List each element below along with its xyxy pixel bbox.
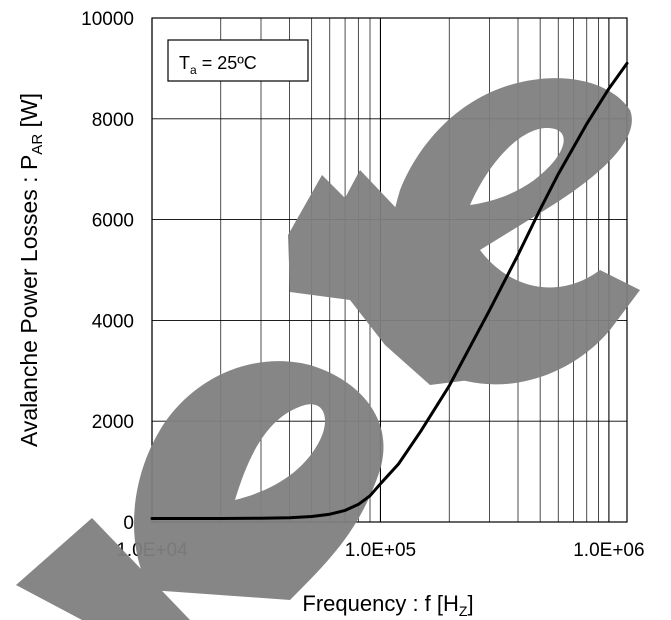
plot-frame bbox=[151, 17, 628, 523]
y-tick-label: 8000 bbox=[92, 110, 134, 131]
y-tick-label: 10000 bbox=[81, 9, 134, 30]
y-tick-label: 2000 bbox=[92, 412, 134, 433]
annotation-text: Ta = 25ºC bbox=[179, 53, 257, 77]
y-tick-label: 4000 bbox=[92, 311, 134, 332]
x-tick-label: 1.0E+06 bbox=[573, 540, 644, 561]
y-tick-labels: 0 2000 4000 6000 8000 10000 bbox=[81, 9, 134, 534]
legend-box: Ta = 25ºC bbox=[167, 39, 309, 82]
watermark-letter-l bbox=[16, 518, 190, 620]
watermark-letter-e2 bbox=[386, 78, 640, 385]
y-tick-label: 6000 bbox=[92, 211, 134, 232]
y-axis-label: Avalanche Power Losses : PAR [W] bbox=[16, 93, 46, 447]
y-tick-label: 0 bbox=[123, 513, 134, 534]
series-line-avalanche-power bbox=[150, 61, 629, 520]
x-axis-label: Frequency : f [HZ] bbox=[302, 591, 473, 619]
watermark bbox=[16, 78, 640, 620]
x-tick-label: 1.0E+05 bbox=[345, 540, 416, 561]
watermark-letter-e1 bbox=[133, 361, 384, 600]
